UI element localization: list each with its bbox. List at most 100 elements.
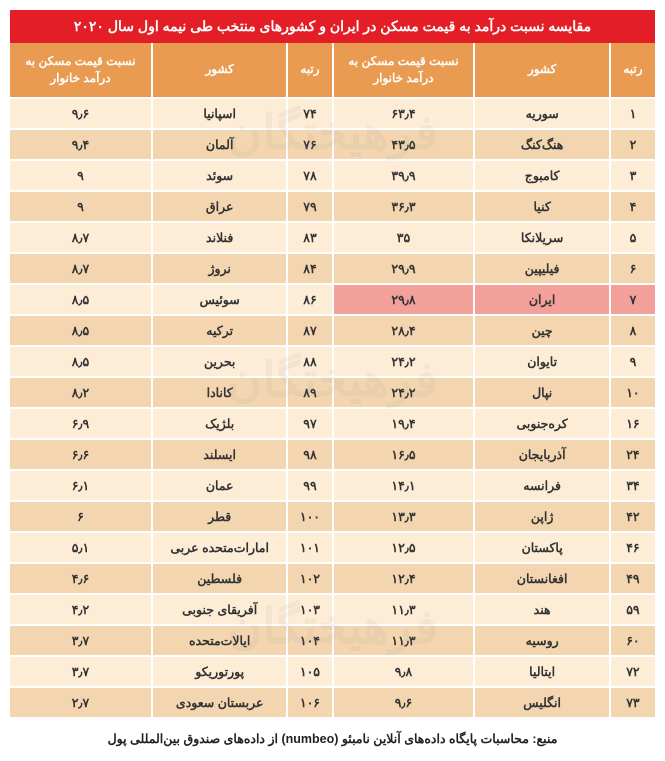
table-row: ۵۹هند۱۱٫۳۱۰۳آفریقای جنوبی۴٫۲ <box>10 594 655 625</box>
cell-country-2: فلسطین <box>152 563 287 594</box>
cell-country-1: کنیا <box>474 191 609 222</box>
cell-rank-2: ۷۴ <box>287 98 332 129</box>
cell-ratio-2: ۹ <box>10 191 152 222</box>
table-row: ۷۳انگلیس۹٫۶۱۰۶عربستان سعودی۲٫۷ <box>10 687 655 718</box>
cell-ratio-2: ۸٫۷ <box>10 253 152 284</box>
cell-rank-2: ۱۰۰ <box>287 501 332 532</box>
header-ratio-2: نسبت قیمت مسکن به درآمد خانوار <box>10 43 152 98</box>
table-row: ۶۰روسیه۱۱٫۳۱۰۴ایالات‌متحده۳٫۷ <box>10 625 655 656</box>
cell-rank-2: ۹۷ <box>287 408 332 439</box>
cell-rank-2: ۷۸ <box>287 160 332 191</box>
table-row: ۲۴آذربایجان۱۶٫۵۹۸ایسلند۶٫۶ <box>10 439 655 470</box>
cell-ratio-1: ۱۲٫۵ <box>333 532 475 563</box>
cell-ratio-2: ۸٫۲ <box>10 377 152 408</box>
cell-country-2: ایالات‌متحده <box>152 625 287 656</box>
table-row: ۱سوریه۶۳٫۴۷۴اسپانیا۹٫۶ <box>10 98 655 129</box>
cell-country-1: کامبوج <box>474 160 609 191</box>
cell-country-2: عربستان سعودی <box>152 687 287 718</box>
cell-ratio-1: ۱۴٫۱ <box>333 470 475 501</box>
cell-rank-1: ۴۲ <box>610 501 655 532</box>
cell-rank-2: ۱۰۲ <box>287 563 332 594</box>
cell-rank-1: ۵۹ <box>610 594 655 625</box>
header-rank-1: رتبه <box>610 43 655 98</box>
cell-rank-2: ۱۰۶ <box>287 687 332 718</box>
cell-country-2: عراق <box>152 191 287 222</box>
cell-rank-2: ۹۸ <box>287 439 332 470</box>
cell-ratio-1: ۱۶٫۵ <box>333 439 475 470</box>
cell-ratio-1: ۱۹٫۴ <box>333 408 475 439</box>
cell-rank-1: ۴۶ <box>610 532 655 563</box>
cell-rank-1: ۳ <box>610 160 655 191</box>
cell-ratio-1: ۲۹٫۸ <box>333 284 475 315</box>
cell-rank-1: ۹ <box>610 346 655 377</box>
cell-ratio-2: ۶٫۱ <box>10 470 152 501</box>
cell-ratio-1: ۲۴٫۲ <box>333 377 475 408</box>
cell-ratio-2: ۸٫۵ <box>10 284 152 315</box>
table-row: ۱۰نپال۲۴٫۲۸۹کانادا۸٫۲ <box>10 377 655 408</box>
table-row: ۵سریلانکا۳۵۸۳فنلاند۸٫۷ <box>10 222 655 253</box>
header-rank-2: رتبه <box>287 43 332 98</box>
cell-ratio-2: ۳٫۷ <box>10 625 152 656</box>
cell-ratio-1: ۶۳٫۴ <box>333 98 475 129</box>
cell-ratio-2: ۶ <box>10 501 152 532</box>
table-row: ۲هنگ‌کنگ۴۳٫۵۷۶آلمان۹٫۴ <box>10 129 655 160</box>
cell-country-1: سریلانکا <box>474 222 609 253</box>
cell-country-2: ایسلند <box>152 439 287 470</box>
cell-rank-1: ۱۶ <box>610 408 655 439</box>
cell-country-2: بلژیک <box>152 408 287 439</box>
cell-country-1: فرانسه <box>474 470 609 501</box>
table-row: ۳کامبوج۳۹٫۹۷۸سوئد۹ <box>10 160 655 191</box>
cell-country-1: هند <box>474 594 609 625</box>
cell-rank-2: ۱۰۴ <box>287 625 332 656</box>
cell-ratio-2: ۶٫۶ <box>10 439 152 470</box>
cell-country-2: بحرین <box>152 346 287 377</box>
cell-country-2: نروژ <box>152 253 287 284</box>
table-row: ۱۶کره‌جنوبی۱۹٫۴۹۷بلژیک۶٫۹ <box>10 408 655 439</box>
cell-ratio-2: ۸٫۷ <box>10 222 152 253</box>
cell-country-2: آلمان <box>152 129 287 160</box>
cell-rank-2: ۹۹ <box>287 470 332 501</box>
cell-rank-1: ۸ <box>610 315 655 346</box>
cell-country-1: ایتالیا <box>474 656 609 687</box>
comparison-table: رتبه کشور نسبت قیمت مسکن به درآمد خانوار… <box>10 43 655 719</box>
cell-rank-2: ۸۷ <box>287 315 332 346</box>
cell-rank-2: ۷۹ <box>287 191 332 222</box>
header-country-2: کشور <box>152 43 287 98</box>
cell-rank-1: ۵ <box>610 222 655 253</box>
cell-rank-1: ۱ <box>610 98 655 129</box>
cell-rank-1: ۷۲ <box>610 656 655 687</box>
cell-country-2: فنلاند <box>152 222 287 253</box>
cell-ratio-1: ۱۱٫۳ <box>333 594 475 625</box>
cell-ratio-2: ۳٫۷ <box>10 656 152 687</box>
table-row: ۴کنیا۳۶٫۳۷۹عراق۹ <box>10 191 655 222</box>
cell-country-2: ترکیه <box>152 315 287 346</box>
cell-country-2: سوئیس <box>152 284 287 315</box>
cell-ratio-2: ۶٫۹ <box>10 408 152 439</box>
cell-rank-1: ۲ <box>610 129 655 160</box>
cell-ratio-1: ۹٫۶ <box>333 687 475 718</box>
table-row: ۳۴فرانسه۱۴٫۱۹۹عمان۶٫۱ <box>10 470 655 501</box>
cell-ratio-2: ۸٫۵ <box>10 346 152 377</box>
cell-country-1: آذربایجان <box>474 439 609 470</box>
cell-country-1: کره‌جنوبی <box>474 408 609 439</box>
cell-country-1: ایران <box>474 284 609 315</box>
cell-rank-1: ۴۹ <box>610 563 655 594</box>
table-row: ۹تایوان۲۴٫۲۸۸بحرین۸٫۵ <box>10 346 655 377</box>
cell-rank-1: ۷ <box>610 284 655 315</box>
cell-rank-1: ۶۰ <box>610 625 655 656</box>
table-container: مقایسه نسبت درآمد به قیمت مسکن در ایران … <box>10 10 655 751</box>
cell-rank-1: ۲۴ <box>610 439 655 470</box>
cell-ratio-2: ۴٫۶ <box>10 563 152 594</box>
cell-ratio-1: ۱۲٫۴ <box>333 563 475 594</box>
cell-country-2: پورتوریکو <box>152 656 287 687</box>
title-bar: مقایسه نسبت درآمد به قیمت مسکن در ایران … <box>10 10 655 43</box>
cell-ratio-2: ۹٫۶ <box>10 98 152 129</box>
table-row: ۴۲ژاپن۱۳٫۳۱۰۰قطر۶ <box>10 501 655 532</box>
table-row: ۷ایران۲۹٫۸۸۶سوئیس۸٫۵ <box>10 284 655 315</box>
cell-country-1: فیلیپین <box>474 253 609 284</box>
cell-country-1: چین <box>474 315 609 346</box>
cell-country-1: روسیه <box>474 625 609 656</box>
cell-country-2: امارات‌متحده عربی <box>152 532 287 563</box>
cell-country-2: اسپانیا <box>152 98 287 129</box>
cell-rank-2: ۱۰۱ <box>287 532 332 563</box>
